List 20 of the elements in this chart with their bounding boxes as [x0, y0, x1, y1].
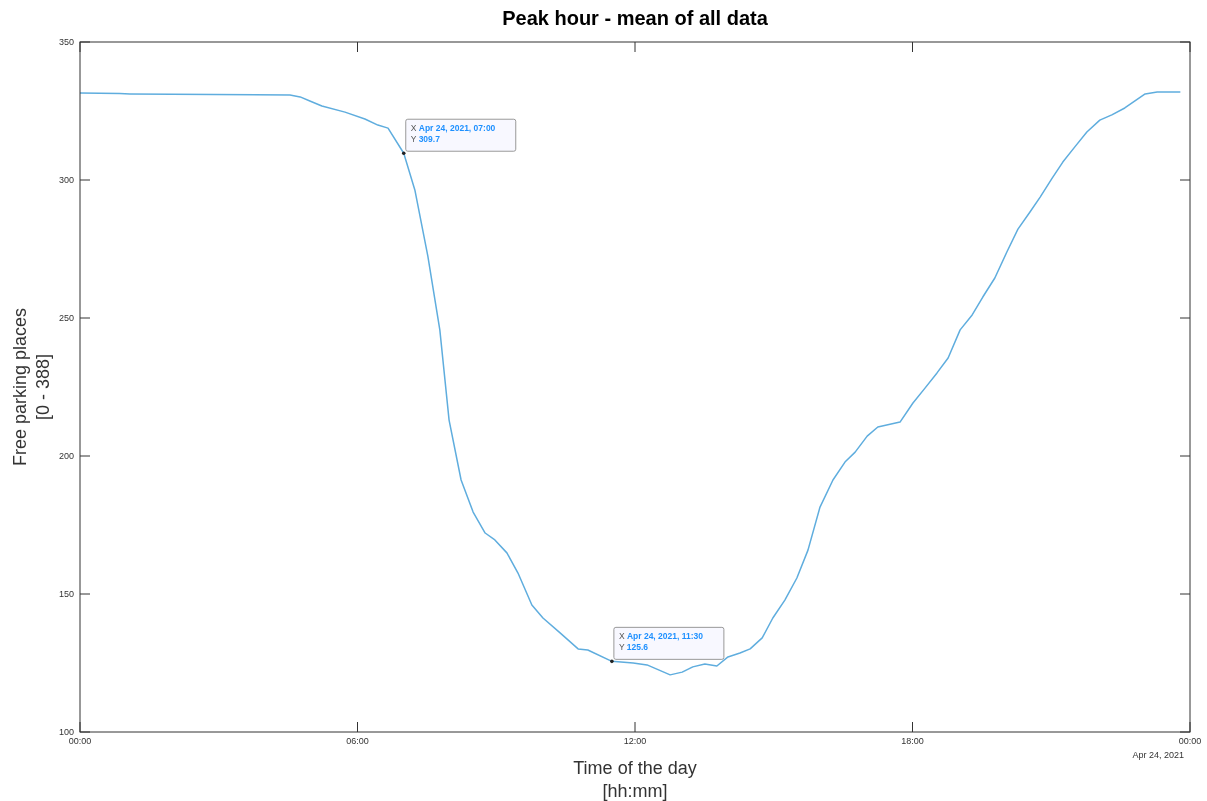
x-tick-label: 00:00 — [1178, 736, 1202, 746]
x-tick-label: 00:00 — [68, 736, 92, 746]
datatip: X Apr 24, 2021, 07:00 Y 309.7 — [401, 118, 517, 156]
y-tick-label: 300 — [58, 175, 74, 185]
y-tick-label: 200 — [58, 451, 74, 461]
text: Apr 24, 2021 — [1132, 750, 1184, 760]
x-axis-title: Time of the day [hh:mm] — [573, 758, 697, 801]
y-axis-title: Free parking places [0 - 388] — [10, 307, 53, 467]
annotation: X Apr 24, 2021, 11:30 Y 125.6 — [618, 631, 704, 653]
x-tick-label: 06:00 — [346, 736, 369, 746]
datatip: X Apr 24, 2021, 11:30 Y 125.6 — [610, 626, 725, 664]
y-tick-label: 250 — [58, 313, 74, 323]
y-tick-label: 350 — [58, 37, 74, 47]
annotation: X Apr 24, 2021, 07:00 Y 309.7 — [410, 123, 496, 145]
x-tick-label: 12:00 — [623, 736, 647, 746]
line-series — [80, 91, 1181, 676]
y-tick-label: 150 — [58, 589, 74, 599]
y-tick-label: 100 — [58, 727, 74, 737]
x-tick-label: 18:00 — [901, 736, 924, 746]
chart-title: Peak hour - mean of all data — [502, 7, 769, 29]
